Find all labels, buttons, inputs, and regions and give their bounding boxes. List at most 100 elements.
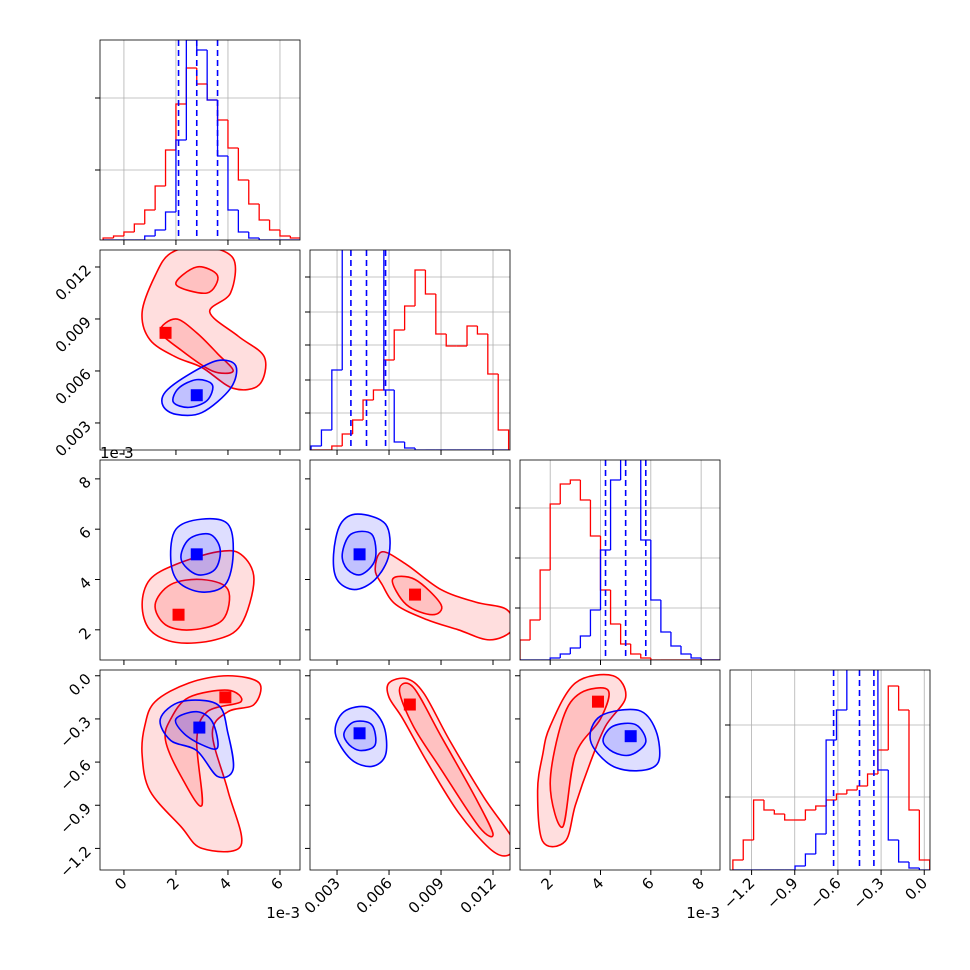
histogram-step <box>784 814 796 821</box>
contour <box>536 673 627 848</box>
histogram-step <box>549 657 561 660</box>
histogram-step <box>445 334 457 347</box>
x-tick-label: 2 <box>163 874 182 893</box>
panel-frame <box>519 669 721 871</box>
histogram-step <box>164 149 176 186</box>
x-tick-label: −0.9 <box>763 874 801 912</box>
histogram-step <box>897 686 909 711</box>
histogram-step <box>579 635 591 648</box>
histogram-step <box>133 223 145 232</box>
contour <box>602 722 647 757</box>
x-tick-label: 0.006 <box>353 874 396 917</box>
y-tick-label: −0.6 <box>56 756 94 794</box>
histogram-step <box>856 785 868 790</box>
histogram-step <box>559 483 571 504</box>
histogram-step <box>237 210 249 233</box>
histogram-step <box>237 148 249 181</box>
panel-frame <box>99 249 301 451</box>
histogram-step <box>341 250 343 370</box>
histogram-step <box>320 429 332 446</box>
y-tick-label: 0.006 <box>52 365 95 408</box>
histogram-step <box>549 503 561 570</box>
y-tick-label: 0.009 <box>52 313 95 356</box>
histogram-step <box>144 209 156 224</box>
x-tick-label: −1.2 <box>720 874 758 912</box>
y-tick-label: −0.9 <box>56 799 94 837</box>
histogram-step <box>393 390 405 443</box>
contour <box>141 549 255 644</box>
panel <box>536 673 661 848</box>
histogram-step <box>599 549 611 610</box>
histogram-step <box>670 632 682 647</box>
contour <box>386 677 510 857</box>
histogram-step <box>732 859 744 870</box>
histogram-step <box>589 609 601 636</box>
histogram-step <box>609 479 621 550</box>
histogram-step <box>497 374 510 450</box>
density-peak <box>403 698 416 711</box>
histogram-step <box>331 445 343 450</box>
histogram-step <box>414 448 426 450</box>
histogram-step <box>690 654 702 659</box>
histogram-step <box>185 67 197 104</box>
histogram-step <box>341 433 353 446</box>
histogram-step <box>825 799 837 806</box>
density-peak <box>219 691 232 704</box>
histogram-step <box>123 231 135 236</box>
density-peak <box>591 695 604 708</box>
panel <box>520 460 720 660</box>
histogram-step <box>144 235 156 240</box>
panel-frame <box>309 669 511 871</box>
histogram-step <box>268 220 280 231</box>
density-peak <box>190 548 203 561</box>
histogram-step <box>112 235 124 238</box>
x-offset-label: 1e-3 <box>266 904 300 922</box>
panel-frame <box>309 459 511 661</box>
histogram-step <box>351 419 364 434</box>
y-tick-label: −0.3 <box>56 713 94 751</box>
histogram-step <box>815 805 827 810</box>
histogram-step <box>466 325 478 346</box>
histogram-step <box>569 647 581 654</box>
x-tick-label: 0.003 <box>301 874 344 917</box>
histogram-step <box>877 670 889 771</box>
histogram-step <box>804 809 816 820</box>
histogram-step <box>846 789 858 794</box>
histogram-step <box>825 739 837 834</box>
histogram-step <box>435 294 447 335</box>
panel <box>730 670 930 870</box>
histogram-step <box>196 40 208 51</box>
histogram-step <box>227 120 239 149</box>
histogram-step <box>175 139 187 212</box>
x-tick-label: 8 <box>688 874 707 893</box>
density-peak <box>172 608 185 621</box>
panel <box>334 677 510 857</box>
density-peak <box>624 730 637 743</box>
panel <box>141 674 262 853</box>
panel-frame <box>99 39 301 241</box>
histogram-step <box>414 269 426 306</box>
y-tick-label: 2 <box>75 624 94 643</box>
panel-frame <box>99 669 301 871</box>
histogram-step <box>887 685 899 750</box>
histogram-step <box>529 619 541 640</box>
histogram-step <box>383 250 395 391</box>
histogram-step <box>630 644 641 655</box>
histogram-step <box>650 540 661 601</box>
histogram-step <box>619 460 622 480</box>
x-tick-label: 6 <box>267 874 286 893</box>
y-tick-label: 0.012 <box>52 261 95 304</box>
histogram-step <box>887 770 899 841</box>
histogram-step <box>680 646 692 655</box>
histogram-step <box>258 204 270 221</box>
histogram-step <box>520 639 531 660</box>
x-tick-label: 2 <box>538 874 557 893</box>
histogram-step <box>763 800 775 811</box>
panel <box>100 40 300 240</box>
x-tick-label: 6 <box>638 874 657 893</box>
histogram-step <box>539 569 551 620</box>
contour <box>374 551 510 641</box>
x-tick-label: 0.0 <box>901 874 931 904</box>
panel-frame <box>729 669 931 871</box>
